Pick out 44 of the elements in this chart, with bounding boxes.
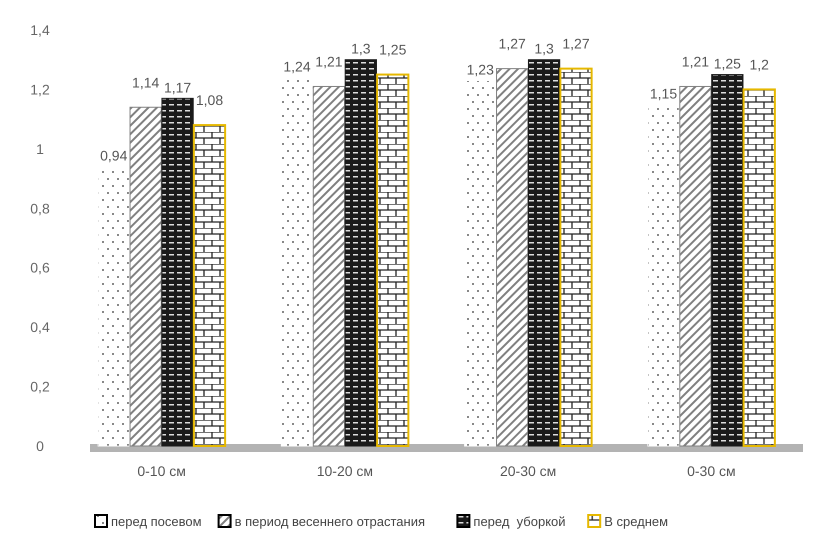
bar xyxy=(312,86,346,446)
legend-label: В среднем xyxy=(604,514,668,529)
y-tick-label: 0,2 xyxy=(30,378,50,395)
legend-label: перед посевом xyxy=(111,514,202,529)
data-label: 0,94 xyxy=(100,148,128,164)
y-tick-label: 0,6 xyxy=(30,260,50,276)
legend-label: перед уборкой xyxy=(473,514,566,529)
bar xyxy=(496,68,528,446)
data-label: 1,15 xyxy=(650,85,678,102)
data-label: 1,25 xyxy=(379,42,407,58)
x-tick-label: 0-30 см xyxy=(687,463,736,479)
data-label: 1,23 xyxy=(466,62,494,78)
y-tick-label: 1 xyxy=(36,140,44,157)
bar xyxy=(192,124,226,447)
data-label: 1,2 xyxy=(750,56,770,72)
bar xyxy=(528,59,560,446)
data-label: 1,27 xyxy=(498,36,526,52)
bar xyxy=(711,74,744,446)
bar xyxy=(161,98,194,446)
bar xyxy=(344,59,377,446)
x-tick-label: 10-20 см xyxy=(316,463,374,479)
x-tick-label: 20-30 см xyxy=(500,463,556,479)
bar xyxy=(376,74,410,447)
data-label: 1,3 xyxy=(351,40,371,57)
bar xyxy=(130,106,162,446)
data-label: 1,08 xyxy=(196,92,224,108)
data-label: 1,24 xyxy=(283,58,311,75)
y-tick-label: 0,8 xyxy=(30,200,50,216)
bar xyxy=(679,86,712,446)
y-tick-label: 1,4 xyxy=(30,22,50,38)
y-tick-label: 1,2 xyxy=(30,81,50,98)
bar xyxy=(559,68,593,447)
data-label: 1,14 xyxy=(132,74,160,90)
data-label: 1,25 xyxy=(714,56,742,72)
bar xyxy=(742,88,776,447)
data-label: 1,27 xyxy=(562,36,590,52)
y-tick-label: 0,4 xyxy=(30,319,50,336)
data-label: 1,3 xyxy=(534,40,554,57)
y-tick-label: 0 xyxy=(36,438,44,454)
data-label: 1,21 xyxy=(315,53,343,70)
data-label: 1,17 xyxy=(164,79,192,96)
legend-label: в период весеннего отрастания xyxy=(234,514,426,529)
data-label: 1,21 xyxy=(682,53,710,70)
x-tick-label: 0-10 см xyxy=(137,463,186,479)
